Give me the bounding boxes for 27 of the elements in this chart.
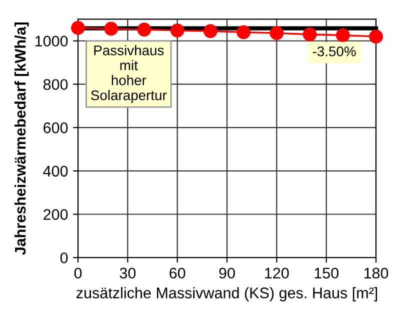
point [369,30,383,44]
point [170,24,184,38]
y-tick-label: 1000 [35,36,68,47]
point [104,22,118,36]
point [236,25,250,40]
x-tick-label: 30 [120,268,136,279]
y-tick-label: 600 [44,122,68,134]
x-tick-label: 180 [364,268,388,279]
x-tick-label: 60 [170,268,186,279]
point [302,27,317,42]
annotation: -3.50% [312,46,356,56]
x-tick-label: 120 [265,268,289,279]
point [270,26,284,40]
y-axis-title: Jahresheizwärmebedarf [kWh/a] [14,22,29,255]
x-axis-title: zusätzliche Massivwand (KS) ges. Haus [m²] [76,287,378,302]
y-tick-label: 0 [60,252,68,264]
x-tick-label: 0 [74,268,82,279]
point [204,24,218,38]
point [137,22,152,37]
y-tick-label: 200 [44,209,68,220]
x-tick-label: 150 [314,268,338,279]
x-tick-label: 90 [219,268,235,279]
annotation: Passivhaus mit hoher Solarapertur [91,45,167,103]
point [336,28,350,42]
point [71,20,85,35]
y-tick-label: 400 [43,166,68,177]
y-tick-label: 800 [43,79,68,90]
